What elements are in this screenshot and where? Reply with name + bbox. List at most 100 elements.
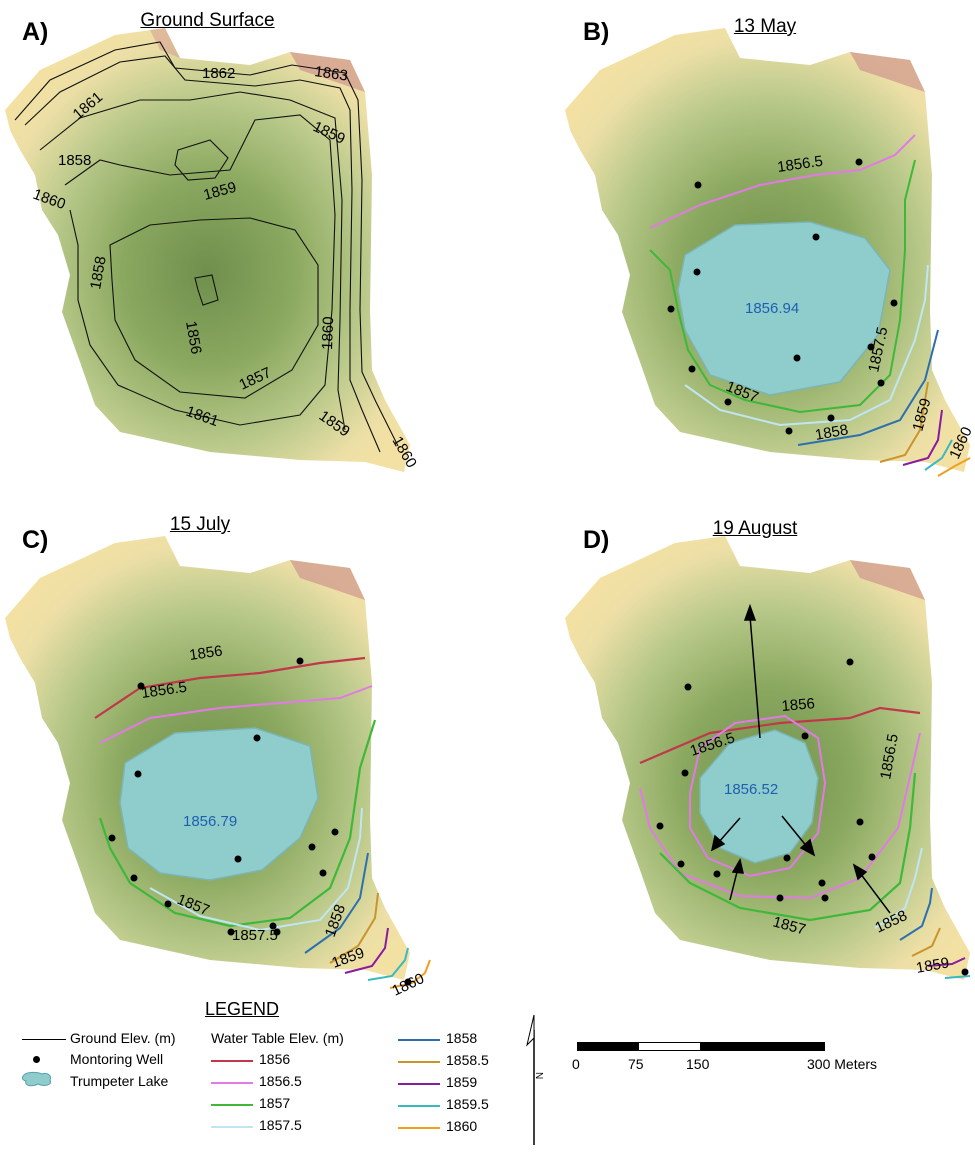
monitoring-well [693, 268, 701, 276]
monitoring-well [227, 928, 235, 936]
monitoring-well [130, 874, 138, 882]
monitoring-well [137, 682, 145, 690]
monitoring-well [713, 870, 721, 878]
legend-title: LEGEND [205, 999, 280, 1019]
wt-legend-swatch [211, 1082, 253, 1084]
ridge-high-a [290, 52, 365, 92]
wt-legend-label: 1856 [259, 1051, 291, 1067]
monitoring-well [812, 233, 820, 241]
monitoring-wells-b [667, 158, 898, 435]
monitoring-well [134, 770, 142, 778]
monitoring-well [890, 299, 898, 307]
wt-legend-label: 1859 [446, 1074, 478, 1090]
monitoring-wells-d [656, 658, 969, 976]
wt-contour-1857-b [649, 159, 916, 414]
monitoring-well [656, 822, 664, 830]
wt-contour-labels-d: 1856 1856.5 1856.5 1857 1858 1859 [688, 695, 951, 977]
flow-arrow [729, 867, 739, 901]
monitoring-well [961, 968, 969, 976]
monitoring-well-swatch [33, 1056, 40, 1063]
wt-contour-1857-5-b [684, 264, 929, 427]
monitoring-well [667, 305, 675, 313]
arrowhead [743, 603, 757, 621]
monitoring-well [308, 843, 316, 851]
wt-legend-swatch [398, 1127, 440, 1129]
wt-contour-1858-5-b [879, 381, 929, 463]
wt-contour-1858-5-c [329, 892, 379, 964]
monitoring-well [724, 398, 732, 406]
wt-contour-1859-c [344, 927, 389, 974]
monitoring-well [855, 158, 863, 166]
wt-contour-1857-d [659, 772, 917, 922]
wt-contour-1856-5-c [99, 685, 373, 744]
scale-tick-75: 75 [628, 1056, 644, 1072]
monitoring-well [846, 658, 854, 666]
wt-legend-swatch [398, 1039, 440, 1041]
trumpeter-lake-b [677, 221, 891, 396]
wt-contour-1858-d [899, 887, 933, 941]
flow-arrow [717, 817, 741, 844]
monitoring-well [164, 900, 172, 908]
maps-canvas: 1862 1863 1861 1859 1858 1860 1859 1858 … [5, 28, 975, 1000]
contour-label-a: 1862 [202, 65, 235, 82]
ridge-high-d [850, 560, 925, 600]
monitoring-well [821, 894, 829, 902]
lake-elevation-c: 1856.79 [183, 813, 237, 830]
monitoring-wells-c [108, 657, 412, 986]
monitoring-well [688, 365, 696, 373]
wt-legend-swatch [211, 1126, 253, 1128]
wt-contour-1857-5-c [149, 807, 363, 932]
wt-legend-label: 1859.5 [446, 1096, 489, 1112]
wt-contour-1859-b [902, 409, 943, 466]
ground-elev-line-swatch [22, 1039, 66, 1040]
wt-contour-1858-5-d [911, 927, 941, 957]
monitoring-well [234, 855, 242, 863]
north-arrow-icon: N [526, 1014, 544, 1145]
monitoring-well [785, 427, 793, 435]
wt-contour-1856-5-b [649, 134, 916, 229]
wt-contour-1859-5-d [944, 975, 971, 979]
arrowhead [731, 857, 744, 874]
wt-label-c: 1856 [188, 642, 223, 663]
monitoring-well [404, 978, 412, 986]
contour-label-a: 1858 [58, 152, 91, 169]
wt-legend-label: 1858.5 [446, 1052, 489, 1068]
monitoring-well [273, 928, 281, 936]
wt-contour-1857-5-d [874, 847, 923, 929]
wt-contour-1859-5-c [367, 947, 409, 981]
monitoring-well [684, 683, 692, 691]
ridge-high-a2 [150, 28, 180, 58]
scale-tick-150: 150 [686, 1056, 710, 1072]
monitoring-well [677, 860, 685, 868]
wt-label-c: 1857.5 [232, 927, 278, 944]
wt-legend-label: 1856.5 [259, 1073, 302, 1089]
flow-arrow [859, 872, 891, 914]
wt-label-d: 1856 [781, 695, 816, 715]
monitoring-well [108, 834, 116, 842]
wt-legend-swatch [398, 1061, 440, 1063]
monitoring-well [868, 853, 876, 861]
wt-contour-1859-d [927, 957, 966, 967]
scale-bar [577, 1042, 825, 1051]
legend-water-table-heading: Water Table Elev. (m) [211, 1030, 344, 1046]
wt-contour-1860-c [389, 959, 431, 989]
ridge-high-b [850, 52, 925, 92]
panel-d-map: 1856.52 [565, 536, 971, 980]
wt-legend-swatch [211, 1060, 253, 1062]
monitoring-well [319, 869, 327, 877]
wt-label-b: 1856.5 [776, 153, 824, 176]
trumpeter-lake-c [119, 727, 319, 881]
wt-legend-label: 1857.5 [259, 1117, 302, 1133]
wt-legend-label: 1858 [446, 1030, 478, 1046]
arrowhead [852, 863, 868, 881]
panel-c-title: 15 July [169, 514, 231, 535]
wt-legend-swatch [211, 1104, 253, 1106]
scale-tick-300: 300 Meters [807, 1056, 878, 1072]
monitoring-well [776, 894, 784, 902]
wt-contour-1856-5-outer-d [639, 732, 921, 900]
wt-contour-labels-b: 1856.5 1857.5 1857 1858 1859 1860 [724, 153, 975, 462]
monitoring-well [694, 181, 702, 189]
wt-contour-1856-5-inner-d [689, 714, 827, 878]
wt-label-b: 1858 [814, 421, 850, 444]
panel-a-map: 1862 1863 1861 1859 1858 1860 1859 1858 … [5, 28, 420, 472]
